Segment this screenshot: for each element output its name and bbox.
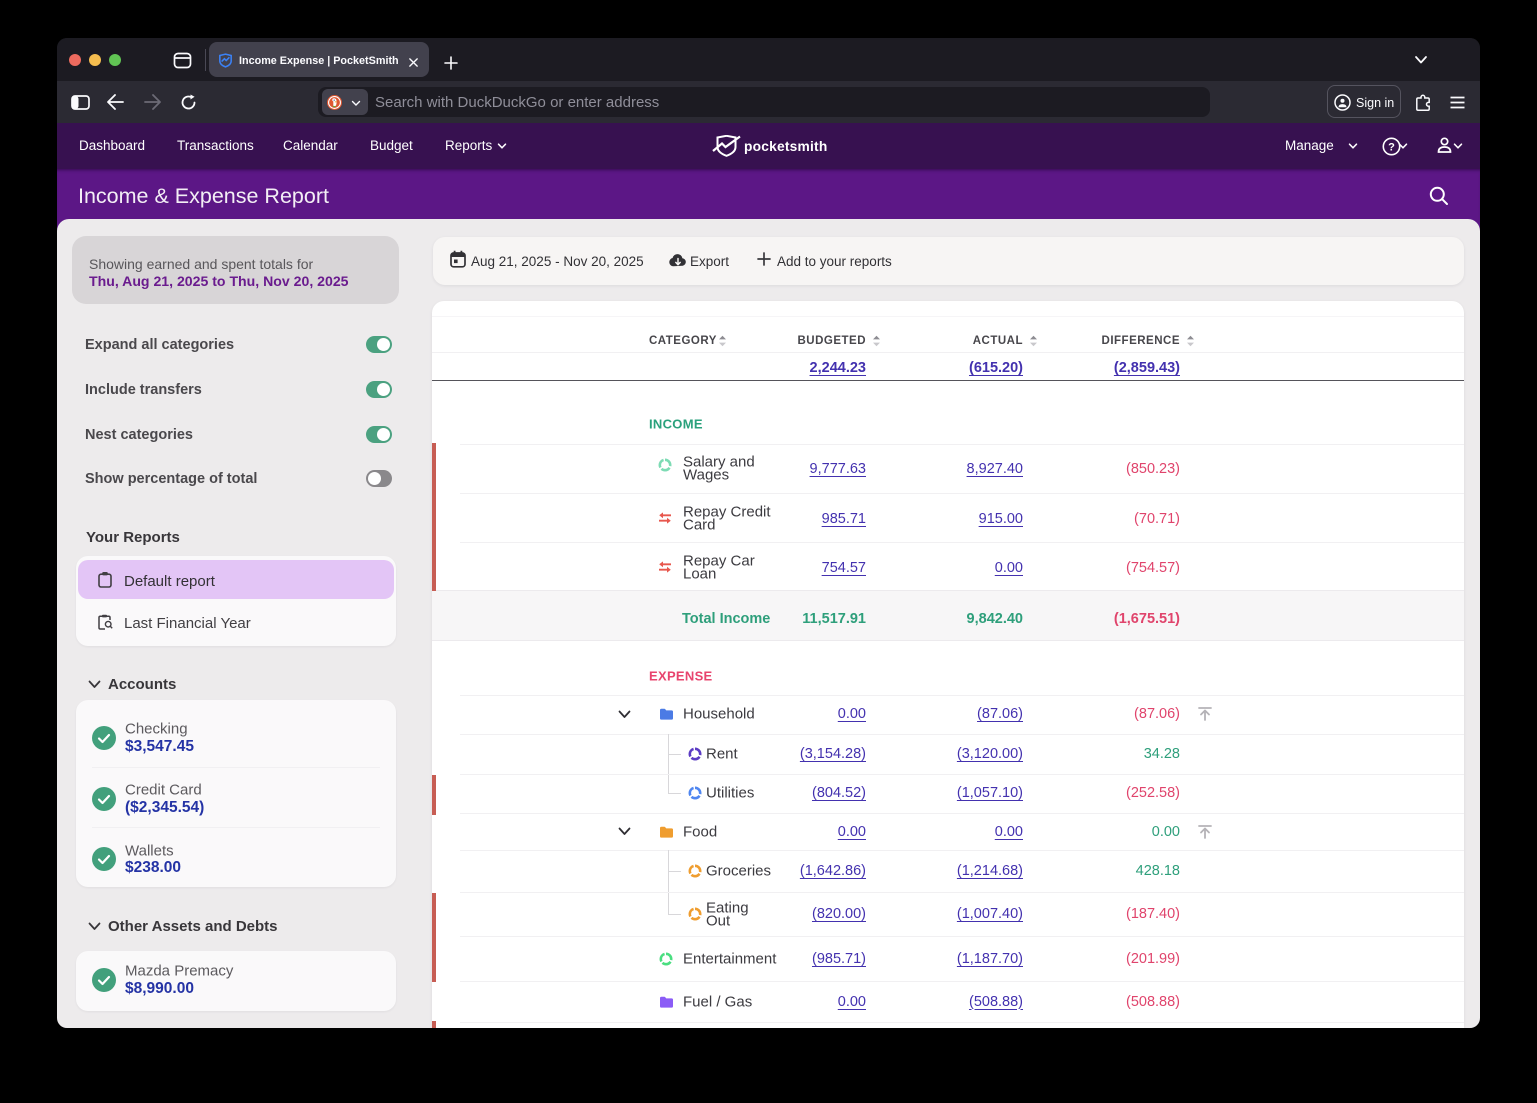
svg-text:?: ?	[1388, 141, 1395, 153]
